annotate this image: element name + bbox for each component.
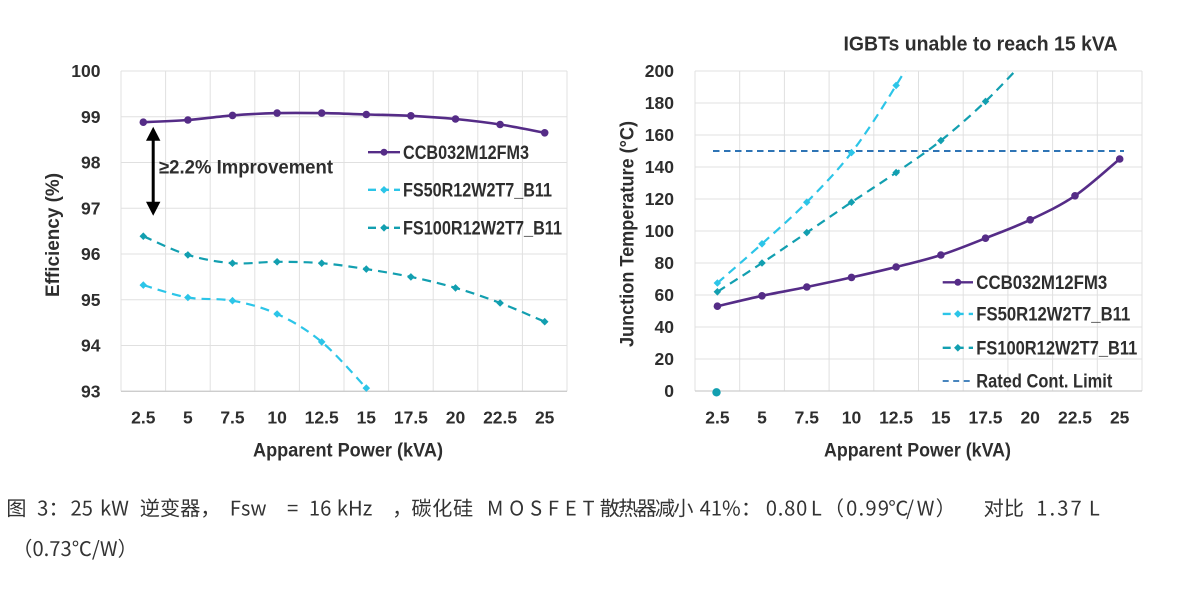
svg-text:17.5: 17.5 (394, 408, 428, 428)
svg-text:120: 120 (645, 189, 674, 209)
svg-text:80: 80 (655, 253, 675, 273)
svg-text:15: 15 (357, 408, 377, 428)
svg-text:140: 140 (645, 157, 674, 177)
svg-text:25: 25 (535, 408, 555, 428)
svg-text:40: 40 (655, 317, 675, 337)
svg-text:Efficiency (%): Efficiency (%) (43, 173, 64, 297)
svg-text:20: 20 (1020, 408, 1040, 428)
svg-text:98: 98 (81, 153, 101, 173)
svg-text:93: 93 (81, 381, 101, 401)
svg-text:FS100R12W2T7_B11: FS100R12W2T7_B11 (403, 219, 562, 240)
svg-text:10: 10 (842, 408, 862, 428)
svg-text:2.5: 2.5 (705, 408, 730, 428)
svg-text:Apparent Power (kVA): Apparent Power (kVA) (253, 441, 443, 462)
svg-text:100: 100 (71, 61, 100, 81)
svg-text:5: 5 (757, 408, 767, 428)
svg-text:IGBTs unable to reach 15 kVA: IGBTs unable to reach 15 kVA (844, 33, 1118, 56)
svg-text:2.5: 2.5 (131, 408, 156, 428)
svg-text:97: 97 (81, 198, 100, 218)
svg-text:FS100R12W2T7_B11: FS100R12W2T7_B11 (976, 339, 1137, 360)
svg-text:7.5: 7.5 (795, 408, 820, 428)
svg-text:60: 60 (655, 285, 675, 305)
svg-text:≥2.2% Improvement: ≥2.2% Improvement (159, 158, 334, 179)
svg-text:FS50R12W2T7_B11: FS50R12W2T7_B11 (403, 181, 552, 202)
svg-text:7.5: 7.5 (220, 408, 245, 428)
svg-text:22.5: 22.5 (1058, 408, 1092, 428)
svg-text:94: 94 (81, 336, 101, 356)
svg-text:96: 96 (81, 244, 101, 264)
svg-text:20: 20 (446, 408, 466, 428)
svg-text:160: 160 (645, 125, 674, 145)
svg-text:0: 0 (664, 381, 674, 401)
svg-text:99: 99 (81, 107, 101, 127)
svg-text:100: 100 (645, 221, 674, 241)
svg-text:180: 180 (645, 93, 674, 113)
svg-text:22.5: 22.5 (483, 408, 517, 428)
svg-text:17.5: 17.5 (968, 408, 1002, 428)
svg-text:CCB032M12FM3: CCB032M12FM3 (976, 273, 1107, 294)
svg-text:12.5: 12.5 (879, 408, 913, 428)
svg-text:Junction Temperature (°C): Junction Temperature (°C) (618, 121, 639, 347)
svg-text:CCB032M12FM3: CCB032M12FM3 (403, 143, 529, 164)
svg-text:95: 95 (81, 290, 101, 310)
svg-text:Rated Cont. Limit: Rated Cont. Limit (976, 372, 1113, 393)
svg-text:200: 200 (645, 61, 674, 81)
svg-text:12.5: 12.5 (305, 408, 339, 428)
svg-text:20: 20 (655, 349, 675, 369)
svg-text:15: 15 (931, 408, 951, 428)
svg-text:Apparent Power (kVA): Apparent Power (kVA) (824, 441, 1011, 462)
svg-text:25: 25 (1110, 408, 1130, 428)
svg-text:5: 5 (183, 408, 193, 428)
svg-text:10: 10 (267, 408, 287, 428)
svg-text:FS50R12W2T7_B11: FS50R12W2T7_B11 (976, 305, 1130, 326)
